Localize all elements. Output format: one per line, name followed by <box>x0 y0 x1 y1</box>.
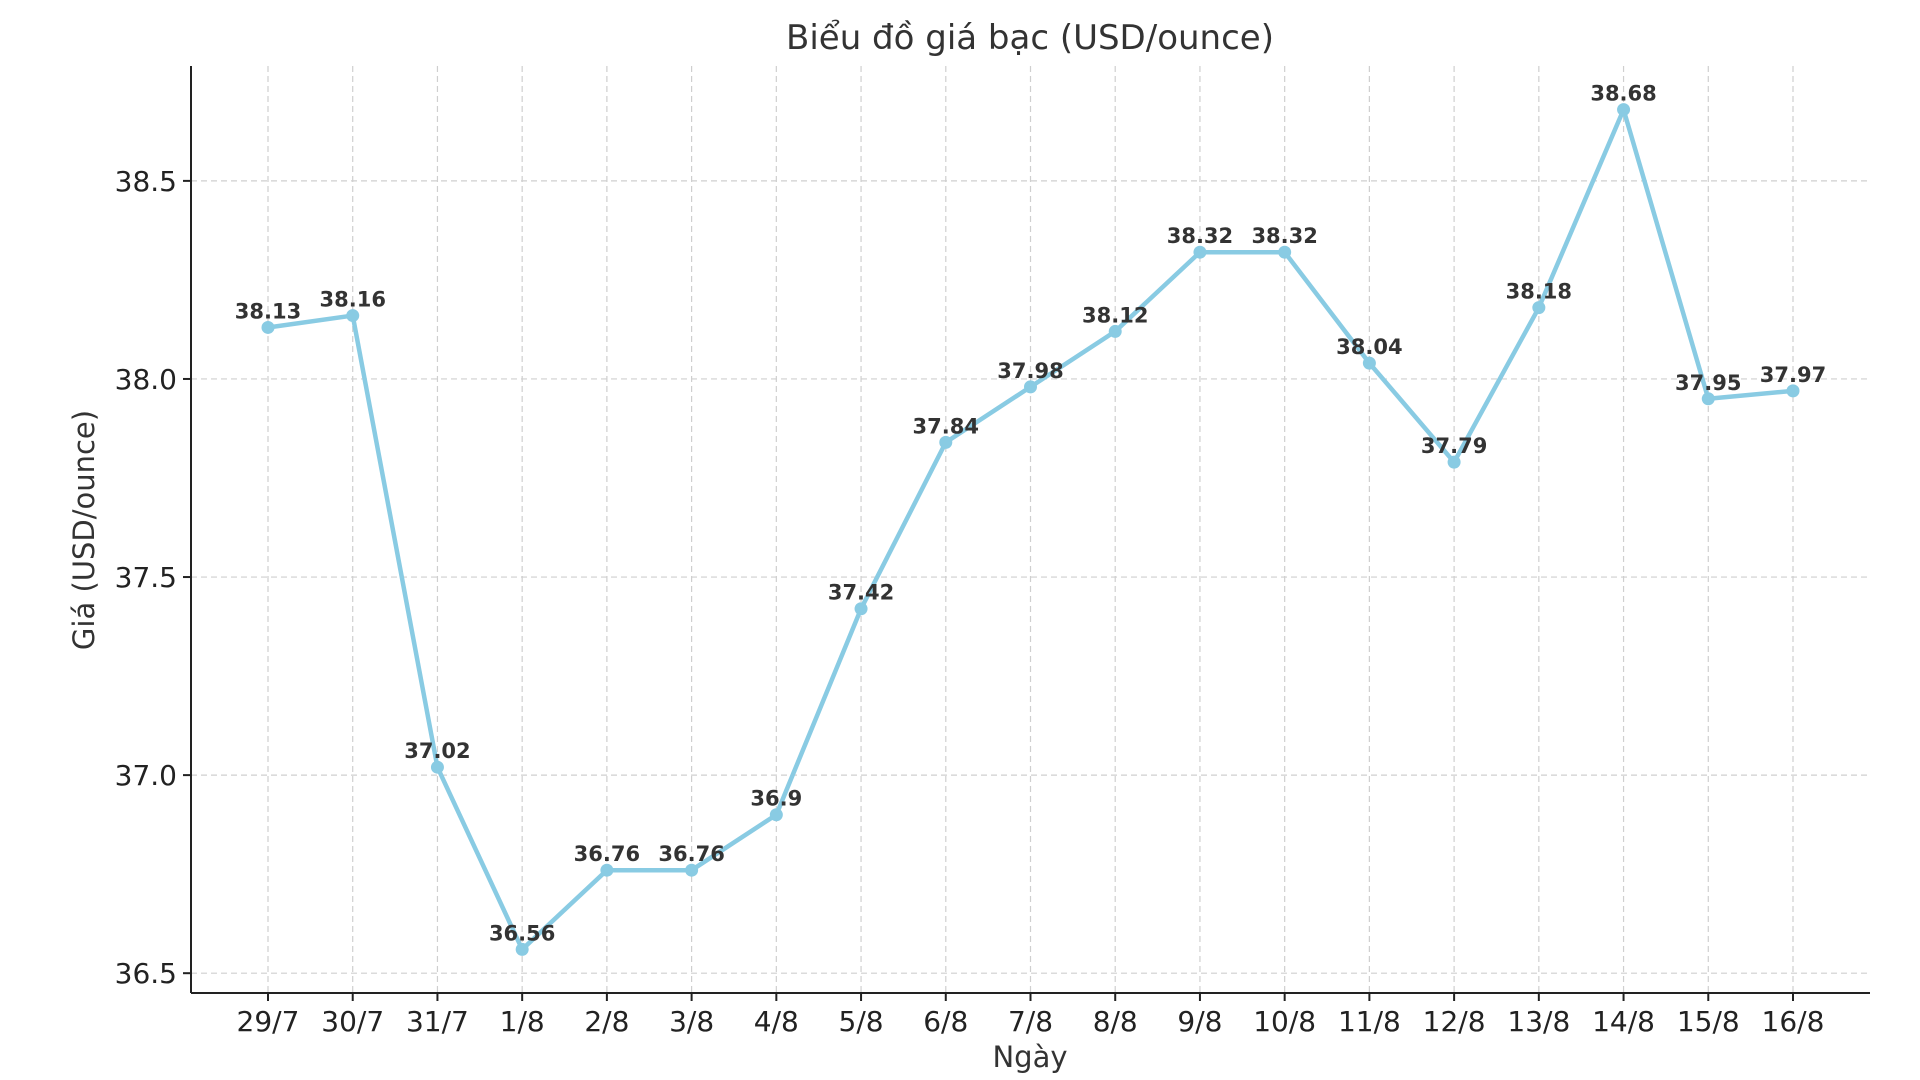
data-point[interactable] <box>1701 392 1715 406</box>
y-axis-label: Giá (USD/ounce) <box>67 410 101 650</box>
data-point[interactable] <box>1617 103 1631 117</box>
data-label: 37.84 <box>913 414 979 438</box>
x-tick-label: 12/8 <box>1423 1005 1486 1038</box>
data-label: 38.32 <box>1251 224 1317 248</box>
data-label: 37.97 <box>1760 363 1826 387</box>
x-tick-label: 13/8 <box>1507 1005 1570 1038</box>
x-tick-label: 9/8 <box>1177 1005 1222 1038</box>
data-label: 37.02 <box>404 739 470 763</box>
x-tick-label: 30/7 <box>321 1005 384 1038</box>
chart-title: Biểu đồ giá bạc (USD/ounce) <box>786 18 1274 58</box>
y-tick-label: 38.0 <box>115 363 177 396</box>
x-tick-label: 10/8 <box>1253 1005 1316 1038</box>
data-label: 38.13 <box>235 299 301 323</box>
y-tick-labels: 36.5 37.0 37.5 38.0 38.5 <box>115 165 191 990</box>
x-tick-label: 2/8 <box>584 1005 629 1038</box>
data-point[interactable] <box>346 309 360 323</box>
x-tick-label: 16/8 <box>1762 1005 1825 1038</box>
data-point[interactable] <box>1447 455 1461 469</box>
data-label: 38.68 <box>1590 82 1656 106</box>
y-tick-label: 38.5 <box>115 165 177 198</box>
x-tick-label: 6/8 <box>923 1005 968 1038</box>
x-tick-labels: 29/7 30/7 31/7 1/8 2/8 3/8 4/8 5/8 6/8 7/8 8/8 9/8 1… <box>237 993 1825 1038</box>
series <box>261 103 1800 956</box>
data-label: 36.76 <box>658 842 724 866</box>
data-point[interactable] <box>261 320 275 334</box>
x-axis-label: Ngày <box>992 1040 1067 1074</box>
data-label: 37.95 <box>1675 371 1741 395</box>
x-tick-label: 11/8 <box>1338 1005 1401 1038</box>
y-tick-label: 37.0 <box>115 759 177 792</box>
x-tick-label: 8/8 <box>1093 1005 1138 1038</box>
data-point[interactable] <box>1786 384 1800 398</box>
data-label: 36.9 <box>750 787 802 811</box>
data-point[interactable] <box>515 942 529 956</box>
data-point[interactable] <box>1193 245 1207 259</box>
data-point[interactable] <box>1362 356 1376 370</box>
data-point[interactable] <box>1108 324 1122 338</box>
data-label: 37.42 <box>828 581 894 605</box>
grid-lines <box>191 66 1870 993</box>
data-point[interactable] <box>430 760 444 774</box>
data-label: 36.76 <box>574 842 640 866</box>
x-tick-label: 31/7 <box>406 1005 469 1038</box>
x-tick-label: 14/8 <box>1592 1005 1655 1038</box>
data-label: 38.12 <box>1082 303 1148 327</box>
data-point[interactable] <box>600 863 614 877</box>
y-tick-label: 36.5 <box>115 957 177 990</box>
data-point[interactable] <box>769 808 783 822</box>
data-label: 37.79 <box>1421 434 1487 458</box>
data-label: 38.18 <box>1506 280 1572 304</box>
x-tick-label: 5/8 <box>839 1005 884 1038</box>
x-tick-label: 4/8 <box>754 1005 799 1038</box>
x-tick-label: 3/8 <box>669 1005 714 1038</box>
y-tick-label: 37.5 <box>115 561 177 594</box>
data-label: 37.98 <box>997 359 1063 383</box>
data-point[interactable] <box>939 435 953 449</box>
data-label: 38.16 <box>320 288 386 312</box>
data-point[interactable] <box>854 602 868 616</box>
data-label: 36.56 <box>489 921 555 945</box>
data-point[interactable] <box>1024 380 1037 394</box>
data-point[interactable] <box>685 863 699 877</box>
data-point[interactable] <box>1532 301 1546 315</box>
data-label: 38.32 <box>1167 224 1233 248</box>
data-labels: 38.13 38.16 37.02 36.56 36.76 36.76 36.9 37.42 3… <box>235 82 1826 946</box>
data-point[interactable] <box>1278 245 1292 259</box>
x-tick-label: 15/8 <box>1677 1005 1740 1038</box>
x-tick-label: 1/8 <box>500 1005 545 1038</box>
x-tick-label: 29/7 <box>237 1005 300 1038</box>
data-label: 38.04 <box>1336 335 1402 359</box>
x-tick-label: 7/8 <box>1008 1005 1053 1038</box>
